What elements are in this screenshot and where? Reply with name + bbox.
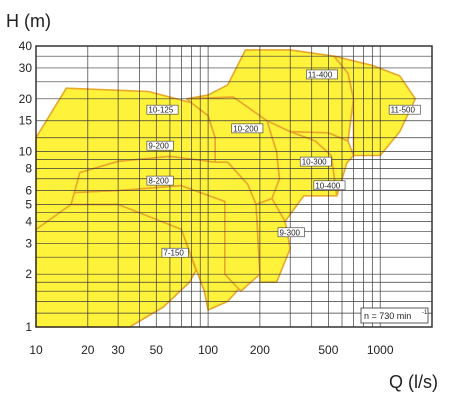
x-tick-label: 500 xyxy=(318,343,338,357)
y-tick-labels: 1 2 3 4 56 8 10 15 20 30 40 xyxy=(19,39,33,334)
region-label-text: 10-400 xyxy=(315,181,340,190)
region-11-500 xyxy=(333,55,417,157)
plot-frame xyxy=(35,45,433,328)
x-tick-label: 50 xyxy=(150,343,164,357)
region-label-9-300: 9-300 xyxy=(277,227,305,238)
region-label-11-500: 11-500 xyxy=(388,104,421,115)
speed-note-box xyxy=(360,307,429,324)
region-label-box xyxy=(313,180,346,191)
region-labels: 7-150 8-200 9-200 9-300 10-125 10-200 10-300 10… xyxy=(146,69,421,258)
region-label-box xyxy=(388,104,421,115)
y-tick-label: 1 xyxy=(25,320,32,334)
region-label-text: 10-300 xyxy=(302,158,327,167)
x-tick-label: 10 xyxy=(29,343,43,357)
x-tick-label: 100 xyxy=(198,343,218,357)
region-label-10-400: 10-400 xyxy=(313,180,346,191)
x-tick-label: 1000 xyxy=(367,343,394,357)
region-label-7-150: 7-150 xyxy=(161,247,189,258)
region-label-box xyxy=(299,156,332,167)
x-tick-label: 30 xyxy=(111,343,125,357)
speed-note-superscript: -1 xyxy=(422,310,428,316)
y-tick-label: 40 xyxy=(19,39,33,53)
region-label-box xyxy=(161,247,189,258)
y-tick-label: 30 xyxy=(19,61,33,75)
x-tick-label: 200 xyxy=(250,343,270,357)
region-label-box xyxy=(306,69,338,80)
region-label-box xyxy=(231,123,264,134)
speed-note: n = 730 min -1 xyxy=(360,307,429,324)
region-label-text: 10-125 xyxy=(148,106,173,115)
x-tick-label: 20 xyxy=(81,343,95,357)
region-label-text: 10-200 xyxy=(233,124,258,133)
region-label-text: 8-200 xyxy=(148,177,169,186)
y-tick-label: 4 xyxy=(25,214,32,228)
speed-note-text: n = 730 min xyxy=(364,311,411,321)
y-tick-label: 15 xyxy=(19,114,33,128)
x-axis-title: Q (l/s) xyxy=(389,372,438,392)
y-tick-label: 10 xyxy=(19,145,33,159)
x-tick-labels: 10 20 30 50 100 200 500 1000 xyxy=(29,343,394,357)
region-label-text: 11-400 xyxy=(308,70,333,79)
region-label-11-400: 11-400 xyxy=(306,69,338,80)
region-label-box xyxy=(146,104,179,115)
region-label-8-200: 8-200 xyxy=(146,175,174,186)
region-label-text: 7-150 xyxy=(163,249,184,258)
y-tick-label: 8 xyxy=(25,162,32,176)
region-label-9-200: 9-200 xyxy=(146,140,174,151)
region-label-box xyxy=(146,140,174,151)
region-label-10-125: 10-125 xyxy=(146,104,179,115)
region-label-text: 9-200 xyxy=(148,142,169,151)
y-tick-label: 3 xyxy=(25,236,32,250)
y-tick-label: 5 xyxy=(25,197,32,211)
y-tick-label: 2 xyxy=(25,267,32,281)
region-label-box xyxy=(146,175,174,186)
region-label-text: 9-300 xyxy=(280,228,301,237)
y-tick-label: 6 xyxy=(25,184,32,198)
region-label-10-200: 10-200 xyxy=(231,123,264,134)
region-label-box xyxy=(277,227,305,238)
y-tick-label: 20 xyxy=(19,92,33,106)
region-label-text: 11-500 xyxy=(391,106,416,115)
region-label-10-300: 10-300 xyxy=(299,156,332,167)
y-axis-title: H (m) xyxy=(6,11,51,31)
